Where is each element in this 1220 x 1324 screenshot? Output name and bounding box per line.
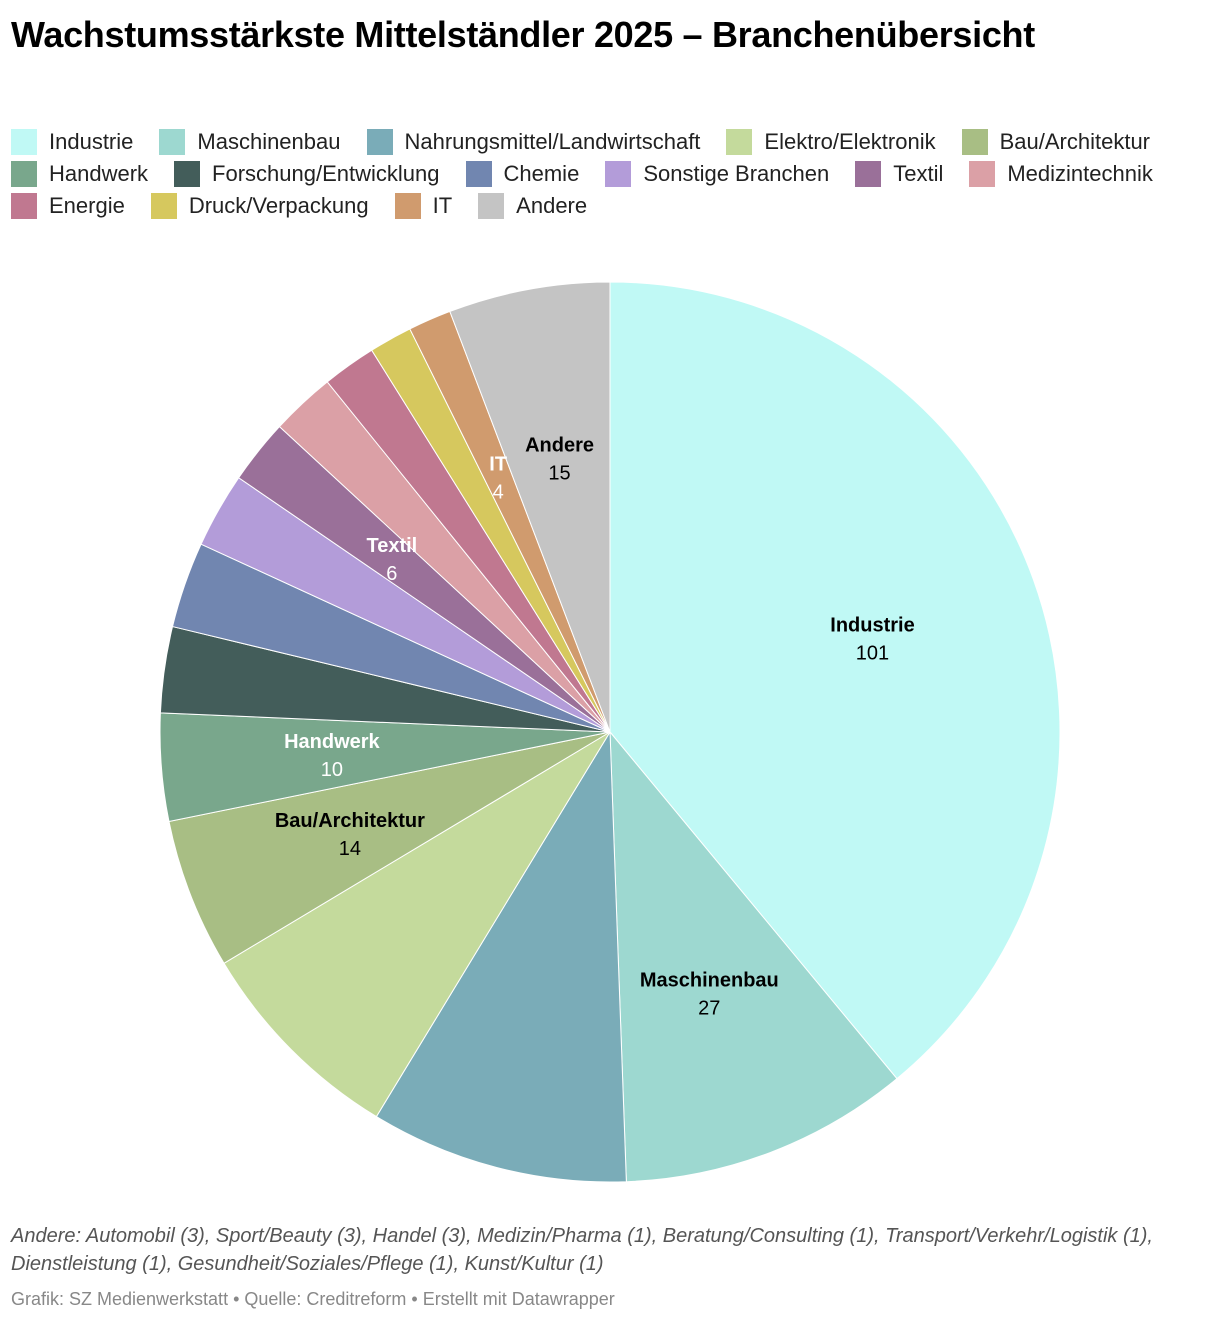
legend-item-maschinenbau: Maschinenbau	[159, 129, 341, 155]
legend-swatch	[394, 193, 421, 219]
legend-swatch	[465, 161, 492, 187]
legend-swatch	[855, 161, 882, 187]
legend-item-industrie: Industrie	[11, 129, 133, 155]
legend-item-it: IT	[394, 193, 453, 219]
legend-swatch	[478, 193, 505, 219]
legend-label: Energie	[49, 193, 125, 218]
pie-slice-nahrungsmittel-landwirtschaft	[375, 730, 627, 1183]
slice-value-bau-architektur: 14	[339, 838, 361, 860]
legend-item-chemie: Chemie	[465, 161, 580, 187]
slice-value-industrie: 101	[856, 642, 889, 664]
legend-swatch	[11, 129, 37, 155]
slice-value-andere: 15	[548, 463, 570, 485]
legend-label: Maschinenbau	[197, 129, 341, 154]
legend-label: Medizintechnik	[1007, 161, 1153, 186]
legend-item-forschung-entwicklung: Forschung/Entwicklung	[174, 161, 440, 187]
legend-swatch	[150, 193, 177, 219]
legend-item-sonstige-branchen: Sonstige Branchen	[605, 161, 829, 187]
pie-slice-maschinenbau	[609, 730, 898, 1183]
legend-swatch	[726, 129, 753, 155]
legend-item-elektro-elektronik: Elektro/Elektronik	[726, 129, 936, 155]
legend-label: Elektro/Elektronik	[764, 129, 936, 154]
legend-item-bau-architektur: Bau/Architektur	[961, 129, 1151, 155]
legend-item-medizintechnik: Medizintechnik	[969, 161, 1153, 187]
legend-swatch	[366, 129, 393, 155]
pie-slice-elektro-elektronik	[223, 731, 611, 1118]
slice-label-bau-architektur: Bau/Architektur	[275, 810, 425, 832]
legend-label: Nahrungsmittel/Landwirtschaft	[404, 129, 701, 154]
legend-item-nahrungsmittel-landwirtschaft: Nahrungsmittel/Landwirtschaft	[366, 129, 701, 155]
source-credit: Grafik: SZ Medienwerkstatt • Quelle: Cre…	[11, 1289, 615, 1309]
legend-label: Chemie	[503, 161, 580, 186]
slice-value-handwerk: 10	[321, 759, 343, 781]
legend-item-druck-verpackung: Druck/Verpackung	[150, 193, 369, 219]
slice-label-handwerk: Handwerk	[284, 731, 380, 753]
slice-label-it: IT	[489, 453, 507, 475]
legend-swatch	[11, 161, 37, 187]
legend-swatch	[159, 129, 186, 155]
legend-label: IT	[432, 193, 453, 218]
legend-swatch	[11, 193, 37, 219]
legend-swatch	[969, 161, 996, 187]
legend-swatch	[605, 161, 632, 187]
legend-label: Sonstige Branchen	[643, 161, 830, 186]
legend-label: Industrie	[49, 129, 134, 154]
legend: Industrie Maschinenbau Nahrungsmittel/Land…	[11, 129, 1211, 219]
legend-item-handwerk: Handwerk	[11, 161, 148, 187]
chart-title: Wachstumsstärkste Mittelständler 2025 – …	[11, 14, 1035, 55]
legend-item-andere: Andere	[478, 193, 587, 219]
pie-slice-industrie	[609, 281, 1061, 1080]
legend-item-textil: Textil	[855, 161, 943, 187]
footnote: Andere: Automobil (3), Sport/Beauty (3),…	[11, 1225, 1153, 1275]
slice-label-industrie: Industrie	[830, 614, 914, 636]
legend-item-energie: Energie	[11, 193, 125, 219]
legend-swatch	[174, 161, 201, 187]
slice-label-textil: Textil	[366, 535, 417, 557]
legend-swatch	[961, 129, 988, 155]
pie-slice-bau-architektur	[168, 731, 611, 964]
slice-label-maschinenbau: Maschinenbau	[640, 970, 779, 992]
legend-label: Forschung/Entwicklung	[212, 161, 440, 186]
slice-value-maschinenbau: 27	[698, 998, 720, 1020]
legend-label: Bau/Architektur	[999, 129, 1151, 154]
legend-label: Andere	[516, 193, 588, 218]
slice-value-it: 4	[493, 481, 504, 503]
pie-slice-andere	[449, 281, 611, 733]
legend-label: Druck/Verpackung	[188, 193, 369, 218]
slice-label-andere: Andere	[525, 435, 594, 457]
legend-label: Handwerk	[49, 161, 149, 186]
slice-value-textil: 6	[386, 563, 397, 585]
legend-label: Textil	[893, 161, 944, 186]
